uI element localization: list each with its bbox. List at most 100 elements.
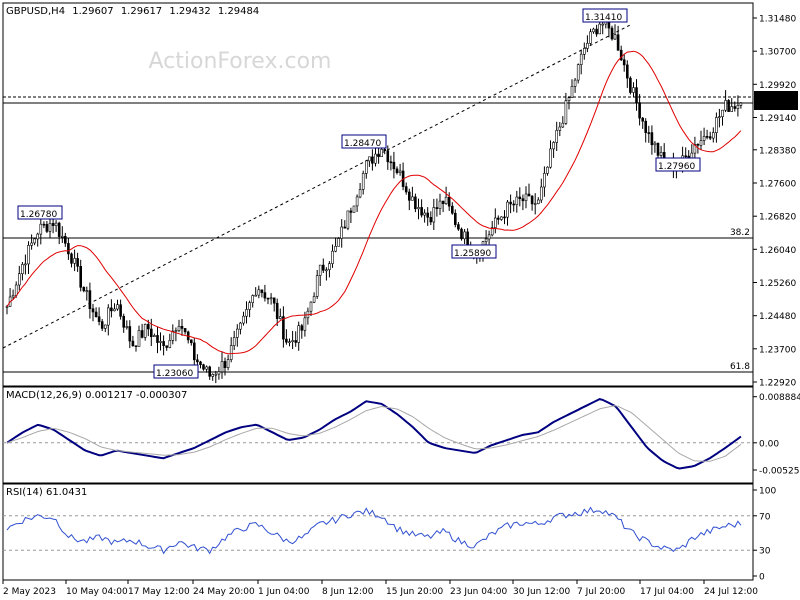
candle-body xyxy=(417,207,420,210)
annotation-label: 1.25890 xyxy=(454,249,491,259)
candle-body xyxy=(21,264,24,274)
candle-body xyxy=(426,212,430,218)
candle-body xyxy=(346,210,350,229)
candle-body xyxy=(533,203,537,205)
candle-body xyxy=(328,263,331,271)
candle-body xyxy=(202,364,205,370)
candle-body xyxy=(303,317,307,331)
candle-body xyxy=(266,297,270,300)
candle-body xyxy=(460,228,463,240)
rsi-panel-frame xyxy=(2,483,754,581)
price-tag-label: 1.29484 xyxy=(757,101,794,111)
macd-panel-frame xyxy=(2,386,754,484)
candle-body xyxy=(650,132,654,146)
candle-body xyxy=(711,132,715,139)
annotation-label: 1.23060 xyxy=(156,369,193,379)
candle-body xyxy=(291,340,294,343)
macd-tick-label: -0.005252 xyxy=(759,467,800,477)
annotations-group: 1.26780 1.23060 1.28470 1.25890 1.31410 1.279… xyxy=(17,8,701,379)
x-tick-label: 2 May 2023 xyxy=(3,587,56,597)
macd-group xyxy=(3,398,753,470)
candle-body xyxy=(579,53,583,66)
annotation-box xyxy=(582,8,628,23)
candle-body xyxy=(272,297,276,304)
candle-body xyxy=(561,122,565,128)
candle-body xyxy=(619,49,623,61)
candle-body xyxy=(337,238,340,247)
candle-body xyxy=(340,226,344,239)
symbol-label: GBPUSD,H4 1.29607 1.29617 1.29432 1.2948… xyxy=(6,6,259,17)
candle-body xyxy=(168,340,172,348)
candle-body xyxy=(521,198,525,202)
moving-average-line xyxy=(6,50,742,355)
candle-body xyxy=(715,117,718,133)
candle-body xyxy=(453,212,457,225)
candle-body xyxy=(190,339,193,344)
annotation-box xyxy=(17,205,63,220)
rsi-label: RSI(14) 61.0431 xyxy=(6,487,87,498)
candle-body xyxy=(635,87,638,103)
candle-body xyxy=(386,150,390,163)
candle-body xyxy=(730,106,734,112)
candle-body xyxy=(177,325,181,331)
candle-body xyxy=(11,294,15,298)
candle-body xyxy=(113,308,116,312)
candle-body xyxy=(5,306,9,308)
candle-body xyxy=(570,86,574,99)
candle-body xyxy=(450,205,454,214)
annotation-label: 1.27960 xyxy=(658,162,695,172)
candle-body xyxy=(371,156,374,164)
candle-body xyxy=(134,345,138,348)
candle-body xyxy=(91,308,95,313)
candle-body xyxy=(30,242,33,246)
candle-body xyxy=(374,153,377,164)
candle-body xyxy=(411,196,414,201)
candle-body xyxy=(404,186,408,193)
candle-body xyxy=(137,330,141,347)
candle-body xyxy=(51,223,55,226)
candle-body xyxy=(349,210,353,213)
candle-body xyxy=(24,263,27,266)
candles-group xyxy=(5,12,743,384)
candle-body xyxy=(143,324,147,338)
macd-tick-label: 0.00 xyxy=(759,439,779,449)
candle-body xyxy=(94,311,98,317)
candle-body xyxy=(193,342,196,361)
candle-body xyxy=(229,345,233,360)
candle-body xyxy=(82,286,86,292)
y-axis-group: 1.31480 1.30700 1.29920 1.29140 1.28380 1.276… xyxy=(753,15,800,583)
candle-body xyxy=(315,275,319,297)
candle-body xyxy=(104,324,107,329)
candle-body xyxy=(334,246,337,252)
candle-body xyxy=(269,297,273,300)
candle-body xyxy=(140,330,144,338)
candle-body xyxy=(153,335,156,337)
candle-body xyxy=(358,189,362,198)
candle-body xyxy=(180,325,184,329)
candle-body xyxy=(116,304,119,310)
annotation-label: 1.31410 xyxy=(585,13,622,23)
candle-body xyxy=(708,136,712,139)
candle-body xyxy=(380,149,383,157)
candle-body xyxy=(251,295,254,304)
x-tick-label: 15 Jun 20:00 xyxy=(386,587,443,597)
candle-body xyxy=(616,34,620,51)
candle-body xyxy=(515,196,519,205)
x-tick-label: 7 Jul 20:00 xyxy=(577,587,626,597)
candle-body xyxy=(285,338,288,343)
price-tick-label: 1.23700 xyxy=(759,345,796,355)
candle-body xyxy=(263,292,267,299)
candle-body xyxy=(122,315,125,328)
candle-body xyxy=(107,307,110,326)
price-tick-label: 1.29140 xyxy=(759,114,796,124)
candle-body xyxy=(125,326,129,328)
candle-body xyxy=(156,335,159,343)
price-tags-group: 1.296301.29484 xyxy=(754,91,798,111)
price-tick-label: 1.26040 xyxy=(759,246,796,256)
candle-body xyxy=(696,144,700,146)
candle-body xyxy=(699,140,703,146)
candle-body xyxy=(278,316,282,319)
candle-body xyxy=(318,264,322,276)
candle-body xyxy=(42,223,46,226)
candle-body xyxy=(659,152,663,156)
